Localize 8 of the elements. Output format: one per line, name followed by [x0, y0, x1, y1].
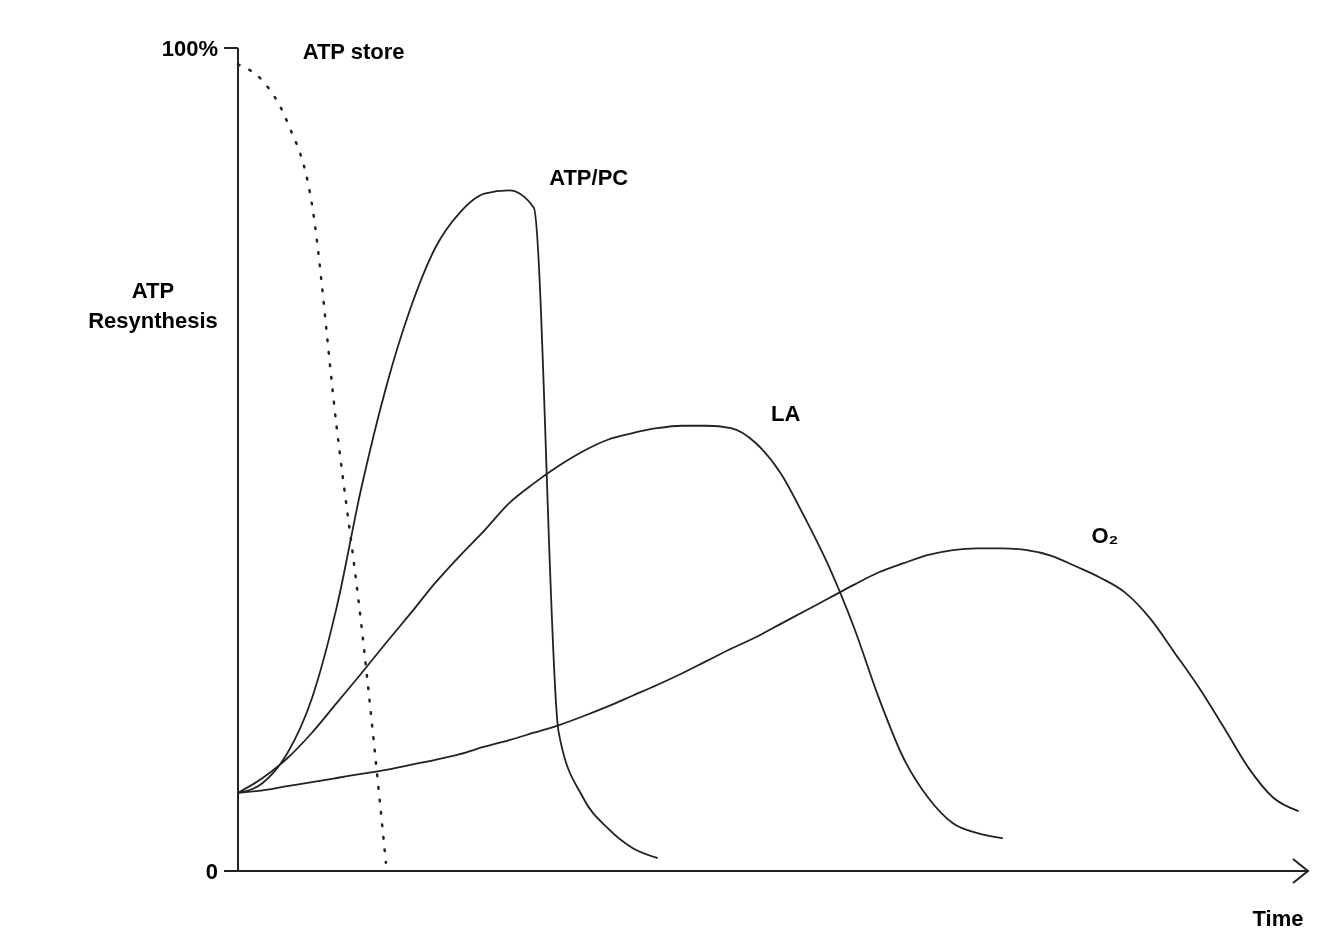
series-label: LA: [771, 400, 801, 426]
y-tick-label: 100%: [161, 35, 218, 61]
y-tick-label: 0: [205, 858, 218, 884]
series-label: ATP store: [302, 39, 405, 65]
y-axis-title: ATP Resynthesis: [88, 278, 218, 333]
series-label: ATP/PC: [549, 165, 629, 191]
series-label: O₂: [1091, 523, 1119, 549]
x-axis-title: Time: [1252, 906, 1304, 931]
